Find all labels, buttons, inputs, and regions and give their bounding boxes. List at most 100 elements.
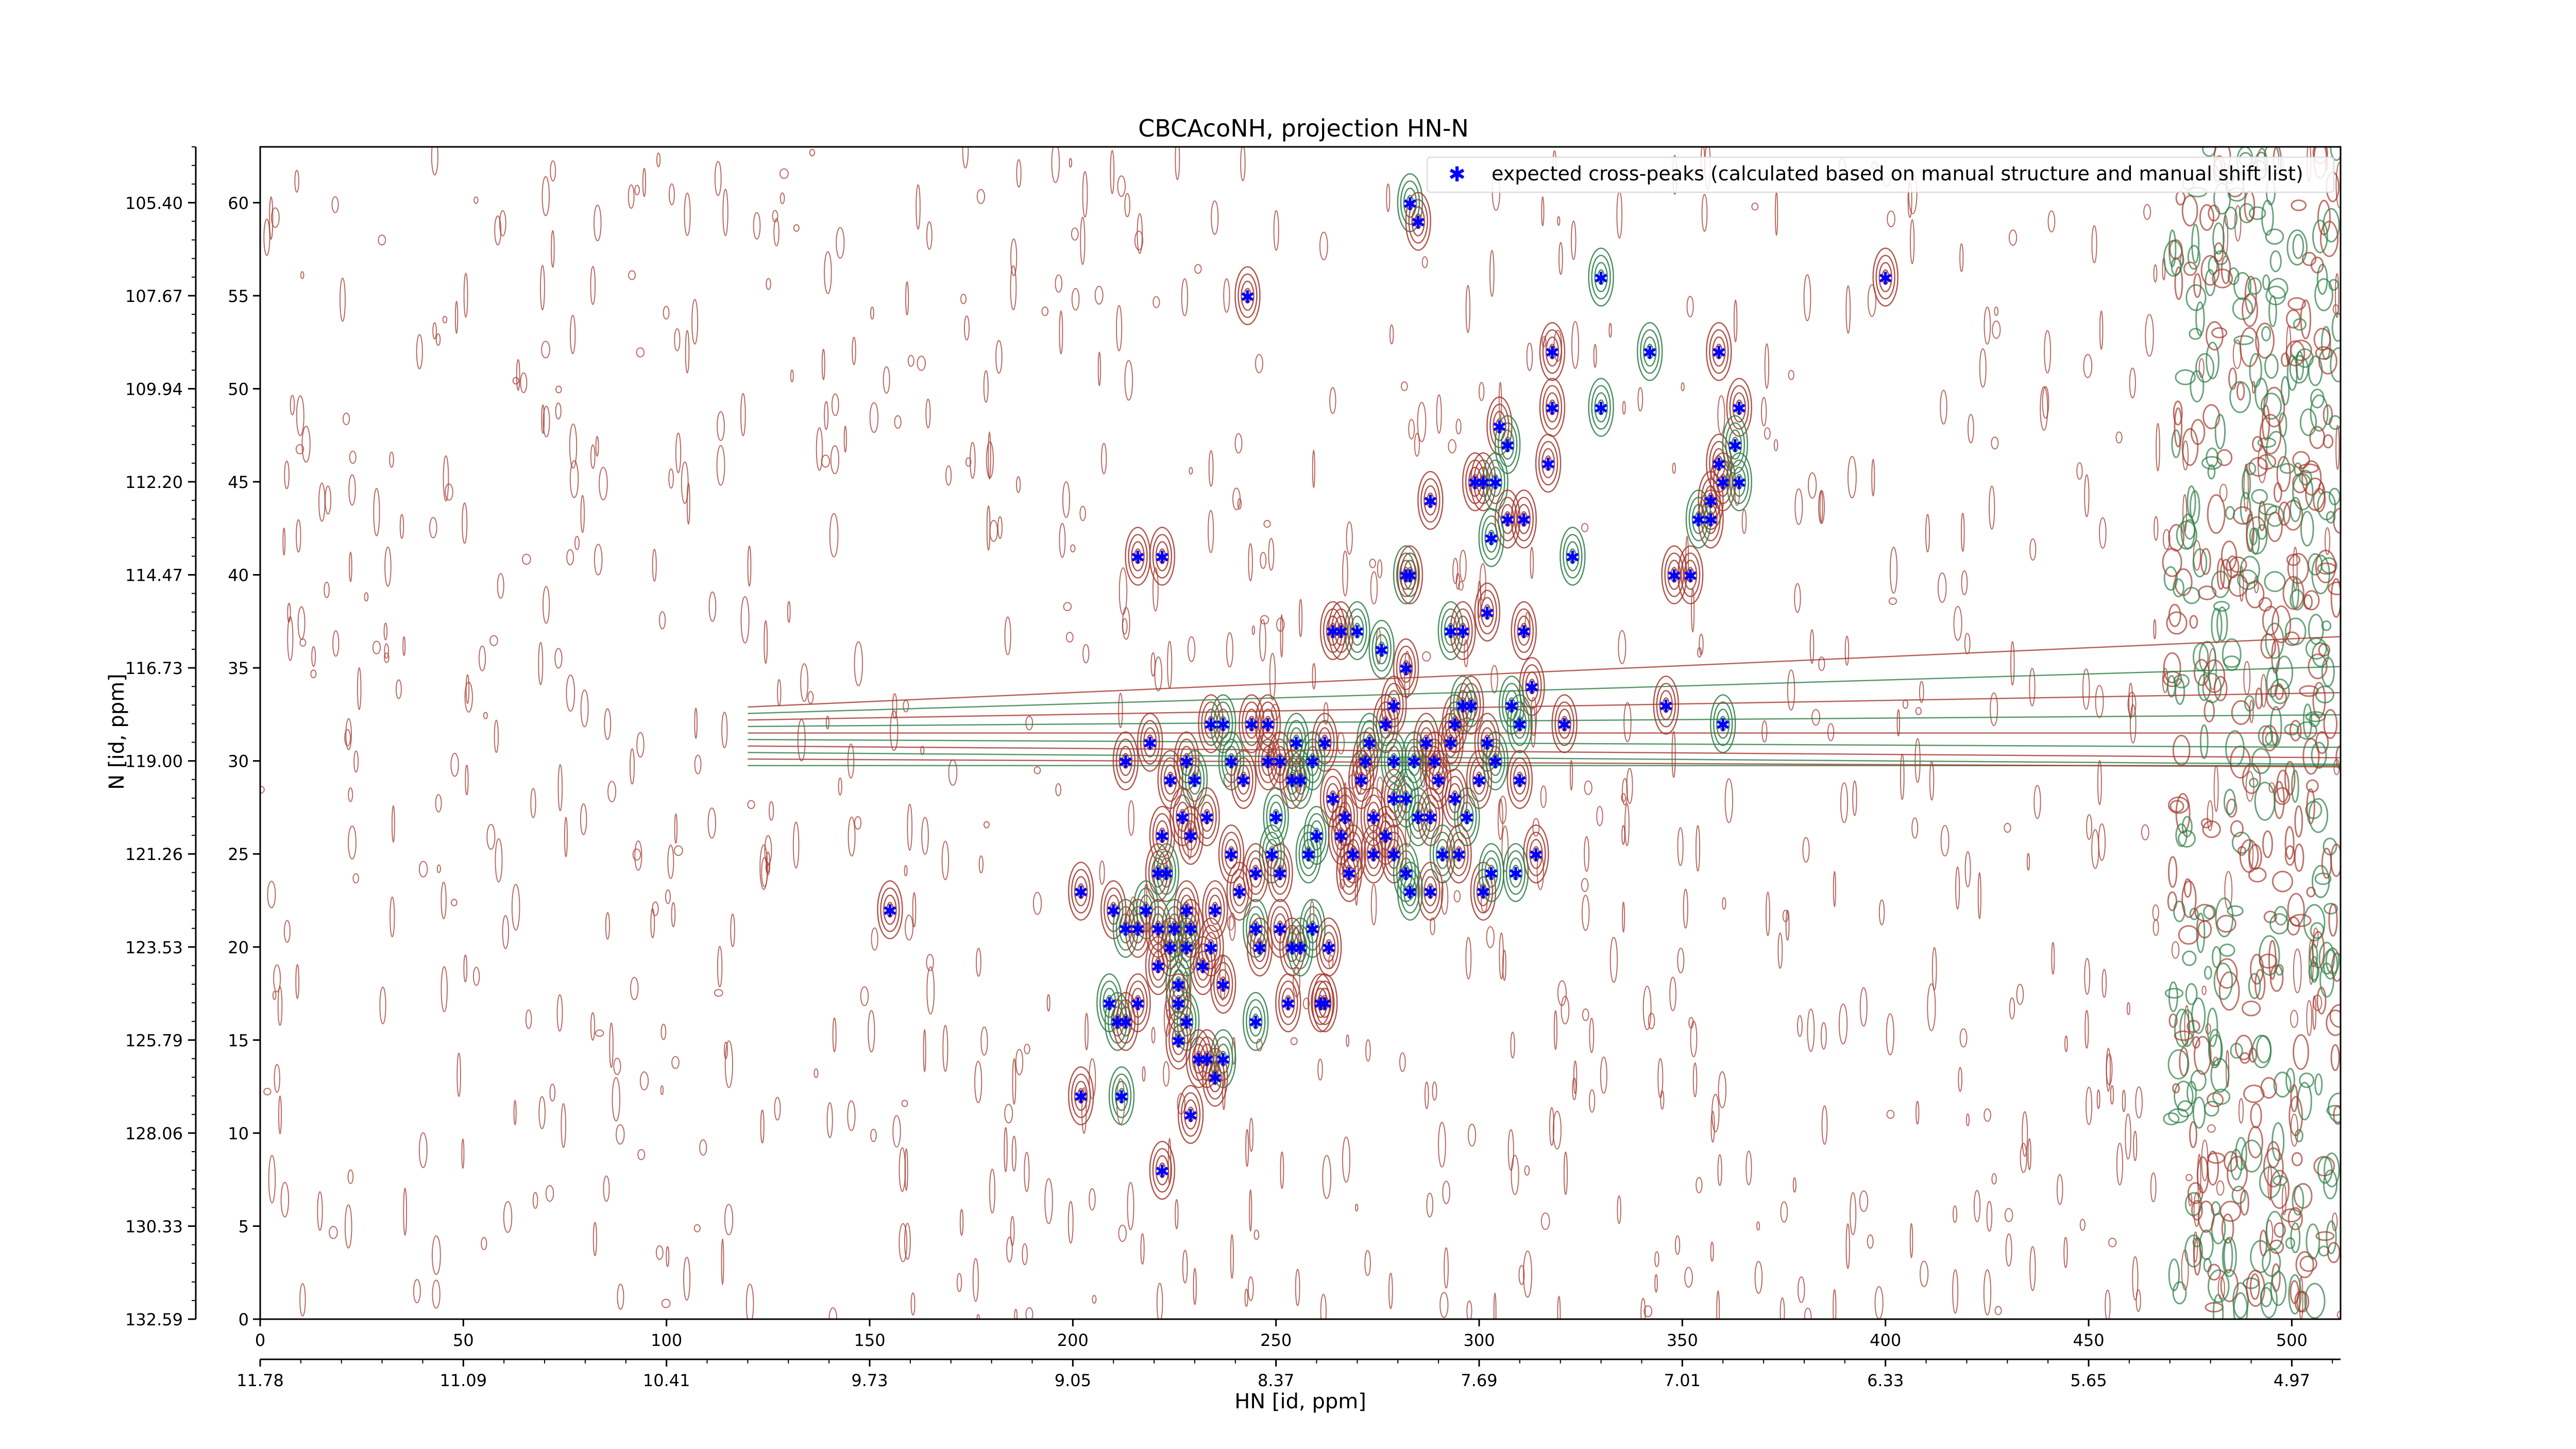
artifact-contour xyxy=(2168,1258,2180,1291)
peak-contour xyxy=(1481,850,1501,895)
noise-contour xyxy=(976,189,986,205)
noise-contour xyxy=(2004,1208,2013,1222)
noise-contour xyxy=(1711,1093,1720,1133)
noise-contour xyxy=(497,572,504,599)
artifact-contour xyxy=(2189,615,2198,629)
peak-contour xyxy=(1149,805,1176,865)
noise-contour xyxy=(357,667,362,710)
noise-contour xyxy=(1229,912,1236,941)
cross-peak-point: ✱ xyxy=(1557,715,1572,735)
artifact-contour xyxy=(2191,997,2206,1034)
cross-peak-point: ✱ xyxy=(1248,1013,1263,1033)
noise-contour xyxy=(1777,932,1783,969)
noise-contour xyxy=(1499,796,1507,824)
noise-contour xyxy=(503,1201,513,1233)
noise-contour xyxy=(1952,1205,1958,1223)
noise-contour xyxy=(1041,306,1049,316)
peak-contour xyxy=(1688,496,1709,542)
noise-contour xyxy=(831,393,839,416)
cross-peak-point: ✱ xyxy=(1703,510,1718,531)
peak-contour xyxy=(1726,452,1753,512)
noise-contour xyxy=(2116,1142,2124,1186)
noise-contour xyxy=(1909,1223,1913,1258)
peak-contour xyxy=(1513,709,1527,739)
noise-contour xyxy=(1437,1122,1446,1168)
noise-contour xyxy=(1621,825,1625,845)
artifact-contour xyxy=(2235,1137,2247,1171)
artifact-contour xyxy=(2280,352,2290,367)
noise-contour xyxy=(942,1024,948,1072)
artifact-contour xyxy=(2174,1081,2194,1111)
noise-contour xyxy=(683,1256,691,1301)
noise-contour xyxy=(2096,1089,2100,1109)
peak-contour xyxy=(1588,378,1614,437)
noise-contour xyxy=(2143,204,2151,220)
artifact-contour xyxy=(2261,199,2274,236)
peak-contour xyxy=(1369,846,1378,862)
noise-contour xyxy=(1919,681,1924,703)
artifact-contour xyxy=(2233,1292,2248,1319)
artifact-contour xyxy=(2206,341,2219,380)
noise-contour xyxy=(681,461,689,504)
artifact-contour xyxy=(2258,935,2280,976)
artifact-contour xyxy=(2187,485,2196,518)
y-tick-label-index: 60 xyxy=(228,193,249,213)
peak-contour xyxy=(1368,619,1395,679)
noise-contour xyxy=(800,663,809,702)
noise-contour xyxy=(1118,693,1123,729)
peak-contour xyxy=(1149,527,1176,586)
noise-contour xyxy=(1175,1199,1179,1229)
noise-contour xyxy=(1859,1190,1869,1212)
peak-contour xyxy=(1512,865,1520,881)
noise-contour xyxy=(1329,387,1336,414)
cross-peak-point: ✱ xyxy=(1594,399,1608,419)
peak-contour xyxy=(1358,746,1372,776)
cross-peak-point: ✱ xyxy=(1110,1013,1125,1033)
noise-contour xyxy=(1012,1058,1016,1105)
noise-contour xyxy=(2004,822,2011,833)
artifact-contour xyxy=(2216,958,2238,989)
noise-contour xyxy=(1626,768,1633,804)
peak-contour xyxy=(1238,273,1258,318)
cross-peak-point: ✱ xyxy=(1183,920,1198,940)
artifact-contour xyxy=(2232,297,2253,320)
peak-contour xyxy=(1239,694,1265,753)
noise-contour xyxy=(1280,614,1283,658)
cross-peak-point: ✱ xyxy=(1236,771,1251,791)
peak-contour xyxy=(1393,545,1419,604)
noise-contour xyxy=(1710,1110,1715,1143)
noise-contour xyxy=(1227,916,1235,931)
noise-contour xyxy=(916,184,921,230)
artifact-contour xyxy=(2175,823,2188,847)
artifact-contour xyxy=(2290,1084,2298,1113)
peak-contour xyxy=(1376,701,1396,746)
artifact-contour xyxy=(2288,1274,2302,1315)
noise-contour xyxy=(1273,210,1279,251)
noise-contour xyxy=(543,586,550,624)
peak-contour xyxy=(1155,820,1170,851)
noise-contour xyxy=(809,148,816,157)
peak-contour xyxy=(1122,1013,1130,1030)
noise-contour xyxy=(2213,765,2219,812)
noise-contour xyxy=(1523,1250,1533,1298)
peak-contour xyxy=(1591,255,1611,300)
x-tick-label-ppm: 10.41 xyxy=(643,1371,690,1390)
y-tick-label-ppm: 132.59 xyxy=(125,1310,183,1329)
peak-contour xyxy=(1245,850,1266,895)
noise-contour xyxy=(1004,1103,1013,1124)
peak-contour xyxy=(1276,865,1284,881)
cross-peak-point: ✱ xyxy=(1451,845,1466,866)
peak-contour xyxy=(1686,567,1694,583)
artifact-contour xyxy=(2287,1207,2303,1231)
noise-contour xyxy=(1657,1058,1664,1099)
noise-contour xyxy=(277,986,283,1026)
noise-contour xyxy=(660,1085,664,1096)
artifact-contour xyxy=(2260,392,2282,420)
noise-contour xyxy=(1117,175,1126,197)
ridge-contour xyxy=(748,738,2341,748)
noise-contour xyxy=(2306,1000,2312,1036)
peak-contour xyxy=(1516,771,1524,788)
artifact-contour xyxy=(2243,1084,2265,1103)
peak-contour xyxy=(1172,1025,1185,1055)
noise-contour xyxy=(2152,904,2159,921)
